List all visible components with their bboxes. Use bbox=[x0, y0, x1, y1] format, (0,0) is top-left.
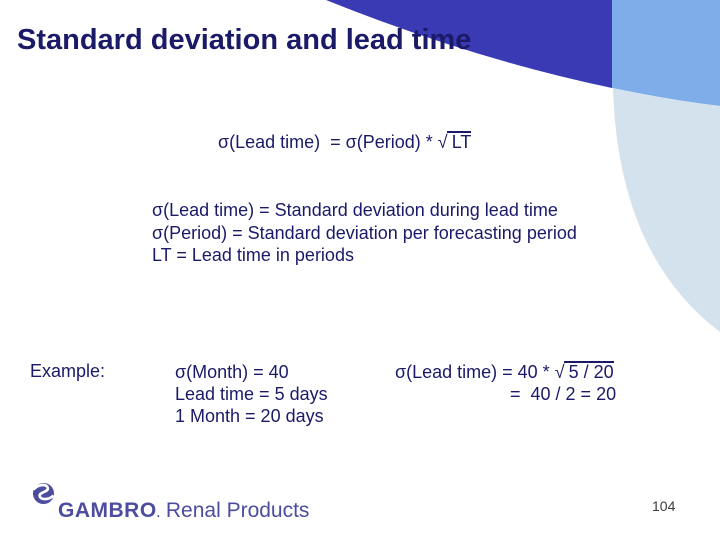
given-lead-time: Lead time = 5 days bbox=[175, 384, 328, 404]
calc-line-1: σ(Lead time) = 40 * √ 5 / 20 bbox=[395, 361, 616, 383]
lead-time-formula: σ(Lead time) = σ(Period) * √ LT bbox=[218, 131, 472, 153]
radical-sign: √ bbox=[437, 132, 448, 152]
calc-line-2: = 40 / 2 = 20 bbox=[510, 384, 617, 404]
calc-radical-sign: √ bbox=[554, 362, 565, 382]
definitions-block: σ(Lead time) = Standard deviation during… bbox=[152, 199, 577, 267]
given-month-days: 1 Month = 20 days bbox=[175, 406, 324, 426]
formula-radicand: LT bbox=[446, 131, 472, 152]
corner-shape-light-blue bbox=[613, 88, 720, 332]
calc-radicand: 5 / 20 bbox=[563, 361, 614, 382]
logo-product-line: Renal Products bbox=[165, 499, 310, 522]
example-calculation: σ(Lead time) = 40 * √ 5 / 20 = 40 / 2 = … bbox=[395, 361, 616, 405]
slide-title: Standard deviation and lead time bbox=[17, 24, 472, 56]
definition-period: σ(Period) = Standard deviation per forec… bbox=[152, 222, 577, 243]
definition-lead-time: σ(Lead time) = Standard deviation during… bbox=[152, 200, 558, 220]
gambro-logo-icon bbox=[32, 482, 55, 505]
given-sigma-month: σ(Month) = 40 bbox=[175, 362, 289, 382]
logo-registered-mark: . bbox=[156, 506, 161, 520]
formula-prefix: σ(Lead time) = σ(Period) * bbox=[218, 132, 438, 152]
corner-shape-medium-blue bbox=[612, 0, 720, 106]
definition-lt: LT = Lead time in periods bbox=[152, 245, 354, 265]
calc-prefix: σ(Lead time) = 40 * bbox=[395, 362, 555, 382]
gambro-logo-text: GAMBRO. Renal Products bbox=[58, 499, 309, 523]
example-label: Example: bbox=[30, 361, 106, 381]
logo-brand-name: GAMBRO bbox=[58, 499, 157, 522]
page-number: 104 bbox=[652, 498, 676, 514]
gambro-logo: GAMBRO. Renal Products bbox=[32, 482, 312, 522]
example-givens: σ(Month) = 40 Lead time = 5 days 1 Month… bbox=[175, 361, 328, 427]
